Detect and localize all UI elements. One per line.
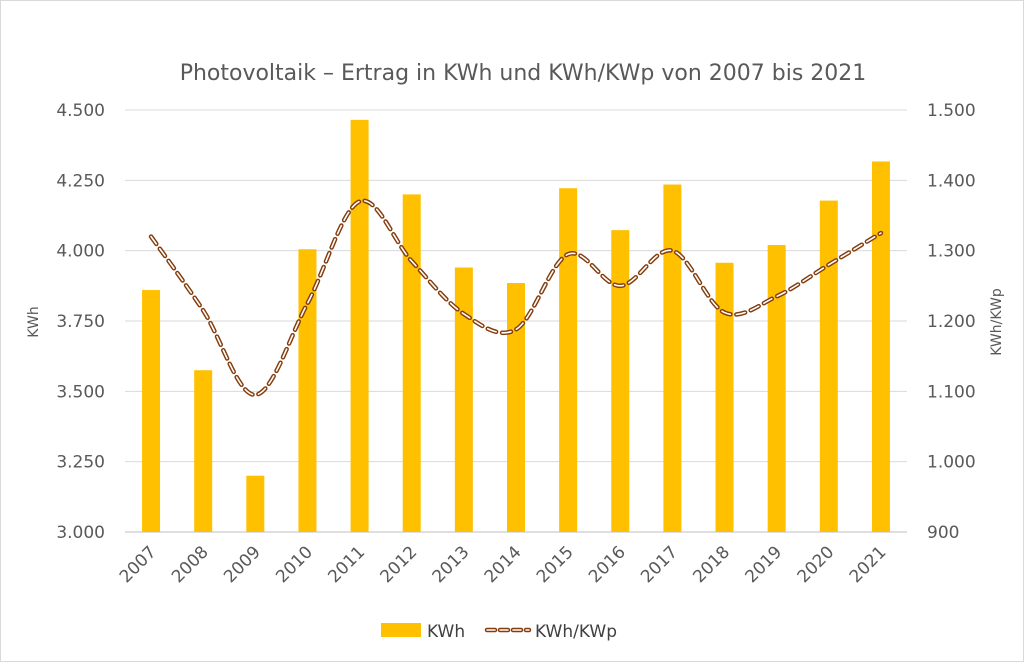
y-left-tick-label: 3.750 [56, 312, 105, 332]
y-right-tick-label: 1.300 [927, 242, 976, 262]
bar-2017 [663, 184, 682, 532]
y-left-tick-label: 3.500 [56, 382, 105, 402]
bar-series-kwh [142, 119, 890, 533]
bar-2011 [350, 119, 369, 532]
x-tick-label: 2014 [481, 542, 526, 587]
y-left-tick-label: 4.500 [56, 101, 105, 121]
bar-2013 [454, 267, 473, 532]
bar-2021 [871, 161, 890, 532]
line-series-kwh-kwp [148, 198, 884, 398]
bar-2012 [402, 194, 421, 532]
bar-2015 [559, 188, 578, 532]
bar-2008 [194, 370, 213, 532]
x-tick-label: 2012 [377, 542, 422, 587]
x-tick-label: 2007 [116, 542, 161, 587]
legend-label-kwh-kwp: KWh/KWp [535, 622, 617, 642]
x-tick-label: 2017 [637, 542, 682, 587]
y-right-tick-label: 1.100 [927, 382, 976, 402]
legend-swatch-kwh [381, 623, 421, 637]
legend: KWh KWh/KWp [381, 622, 617, 642]
x-tick-label: 2013 [429, 542, 474, 587]
bar-2016 [611, 230, 630, 532]
bar-2014 [507, 283, 525, 532]
x-tick-label: 2018 [689, 542, 734, 587]
x-tick-label: 2020 [794, 542, 839, 587]
bar-2007 [142, 290, 161, 532]
x-tick-label: 2010 [272, 542, 317, 587]
bar-2010 [298, 249, 317, 532]
x-tick-label: 2015 [533, 542, 578, 587]
bar-2020 [819, 200, 838, 532]
bar-2018 [715, 262, 734, 532]
y-right-tick-label: 900 [927, 523, 959, 543]
x-axis-ticks: 2007 2008 2009 2010 2011 2012 2013 2014 2015 2016… [116, 542, 891, 587]
y-right-tick-label: 1.000 [927, 453, 976, 473]
x-tick-label: 2021 [846, 542, 891, 587]
y-left-tick-label: 4.000 [56, 242, 105, 262]
x-tick-label: 2011 [324, 542, 369, 587]
y-axis-left-title: KWh [26, 306, 42, 337]
chart-title: Photovoltaik – Ertrag in KWh und KWh/KWp… [180, 61, 867, 86]
y-axis-right-ticks: 900 1.000 1.100 1.200 1.300 1.400 1.500 [927, 101, 976, 543]
x-tick-label: 2016 [585, 542, 630, 587]
y-right-tick-label: 1.400 [927, 171, 976, 191]
y-left-tick-label: 3.250 [56, 453, 105, 473]
x-tick-label: 2009 [220, 542, 265, 587]
legend-label-kwh: KWh [427, 622, 465, 642]
bar-2009 [246, 475, 265, 532]
y-axis-left-ticks: 3.000 3.250 3.500 3.750 4.000 4.250 4.500 [56, 101, 105, 543]
y-right-tick-label: 1.200 [927, 312, 976, 332]
x-tick-label: 2008 [168, 542, 213, 587]
y-left-tick-label: 4.250 [56, 171, 105, 191]
line-kwh-kwp-inner [150, 200, 882, 396]
y-left-tick-label: 3.000 [56, 523, 105, 543]
x-tick-label: 2019 [741, 542, 786, 587]
y-axis-right-title: KWh/KWp [989, 288, 1005, 356]
y-right-tick-label: 1.500 [927, 101, 976, 121]
bar-2019 [767, 245, 786, 533]
